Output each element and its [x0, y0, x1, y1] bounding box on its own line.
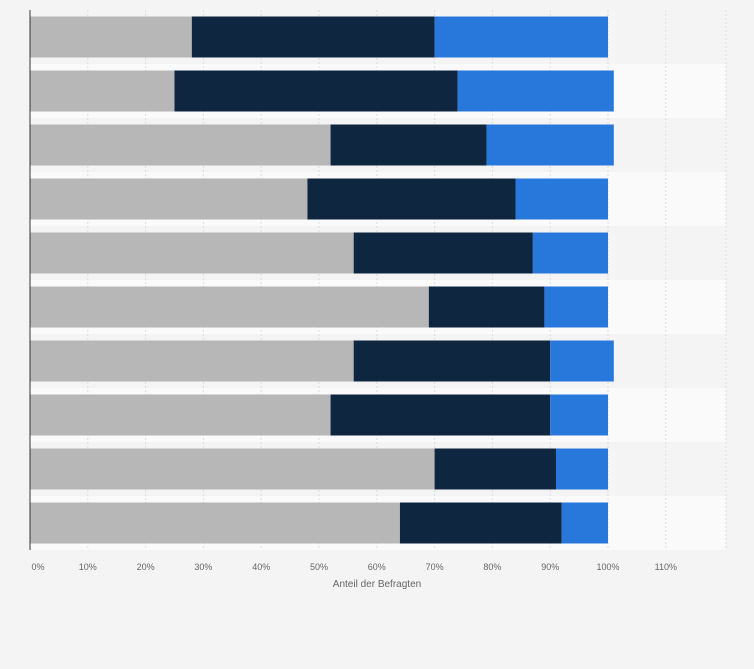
bar-segment-series-2: [353, 232, 533, 274]
x-tick-label: 100%: [596, 562, 619, 572]
x-tick-label: 10%: [79, 562, 97, 572]
bar-segment-series-3: [555, 448, 608, 490]
bar-segment-series-2: [434, 448, 556, 490]
bar-segment-series-1: [30, 286, 429, 328]
bar-segment-series-3: [457, 70, 614, 112]
bar-segment-series-3: [486, 124, 614, 166]
x-tick-label: 0%: [31, 562, 44, 572]
bar-segment-series-2: [174, 70, 458, 112]
bar-segment-series-1: [30, 232, 354, 274]
bar-segment-series-1: [30, 16, 192, 58]
bar-segment-series-3: [515, 178, 608, 220]
bar-segment-series-3: [544, 286, 608, 328]
x-tick-labels: 0% 10% 20% 30% 40% 50% 60% 70% 80% 90% 100% 110%: [31, 562, 676, 572]
bar-segment-series-2: [399, 502, 562, 544]
bar-segment-series-3: [550, 340, 614, 382]
bars: [30, 16, 614, 544]
bar-segment-series-2: [428, 286, 545, 328]
x-tick-label: 20%: [137, 562, 155, 572]
bar-segment-series-1: [30, 124, 331, 166]
bar-segment-series-2: [330, 124, 487, 166]
x-tick-label: 70%: [426, 562, 444, 572]
x-tick-label: 40%: [252, 562, 270, 572]
bar-segment-series-2: [191, 16, 435, 58]
x-tick-label: 110%: [655, 562, 677, 572]
x-tick-label: 60%: [368, 562, 386, 572]
bar-segment-series-1: [30, 340, 354, 382]
x-axis-title: Anteil der Befragten: [333, 579, 421, 590]
x-tick-label: 90%: [541, 562, 559, 572]
bar-segment-series-1: [30, 394, 331, 436]
x-tick-label: 30%: [194, 562, 212, 572]
bar-segment-series-2: [307, 178, 516, 220]
bar-segment-series-1: [30, 448, 435, 490]
bar-segment-series-1: [30, 178, 308, 220]
bar-segment-series-3: [532, 232, 608, 274]
bar-segment-series-3: [561, 502, 608, 544]
bar-segment-series-1: [30, 70, 175, 112]
bar-segment-series-3: [550, 394, 608, 436]
x-tick-label: 80%: [483, 562, 501, 572]
x-tick-label: 50%: [310, 562, 328, 572]
bar-segment-series-2: [353, 340, 551, 382]
bar-segment-series-3: [434, 16, 608, 58]
bar-segment-series-2: [330, 394, 551, 436]
bar-segment-series-1: [30, 502, 400, 544]
